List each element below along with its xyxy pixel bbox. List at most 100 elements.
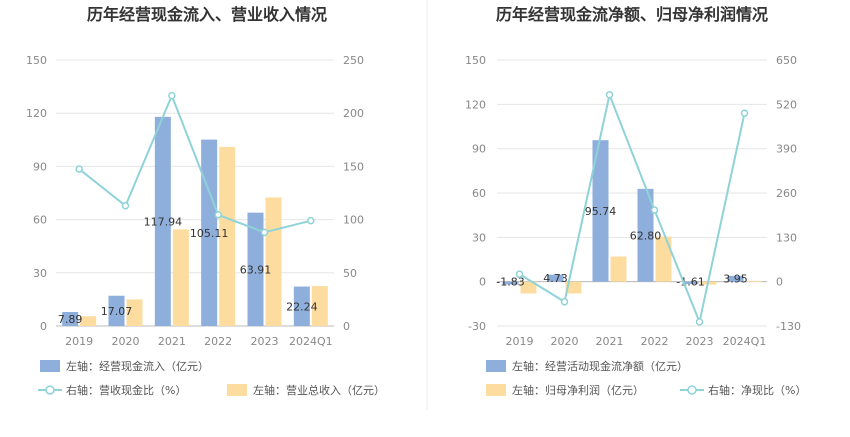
- bar-1-2024Q1: [293, 286, 310, 326]
- y-left-tick-label: 90: [472, 143, 486, 156]
- bar-1-2022: [637, 188, 654, 282]
- bar-2-2021: [610, 256, 627, 282]
- bar-2-2019: [80, 316, 97, 326]
- y-right-tick-label: 390: [776, 143, 797, 156]
- data-label: 7.89: [58, 313, 83, 326]
- bar-2-2019: [520, 281, 537, 294]
- bar-2-2022: [655, 236, 672, 282]
- y-right-tick-label: 200: [343, 107, 364, 120]
- line-point-2021: [605, 91, 614, 99]
- y-right-tick-label: -130: [776, 320, 801, 333]
- bar-1-2022: [201, 139, 218, 326]
- y-right-tick-label: 0: [343, 320, 350, 333]
- bar-1-2019: [62, 312, 79, 326]
- x-tick-label: 2020: [112, 335, 140, 348]
- y-left-tick-label: 120: [26, 107, 47, 120]
- line-point-2019: [515, 270, 524, 278]
- line-point-2024Q1: [740, 109, 749, 117]
- x-tick-label: 2020: [551, 335, 579, 348]
- y-right-tick-label: 260: [776, 187, 797, 200]
- line-point-2019: [75, 165, 83, 173]
- y-right-tick-label: 250: [343, 54, 364, 67]
- legend-marker: [687, 385, 697, 395]
- y-right-tick-label: 100: [343, 214, 364, 227]
- data-label: 117.94: [144, 215, 183, 228]
- data-label: 105.11: [190, 227, 229, 240]
- x-tick-label: 2019: [506, 335, 534, 348]
- y-left-tick-label: 30: [472, 231, 486, 244]
- y-left-tick-label: 150: [26, 54, 47, 67]
- line-point-2022: [650, 206, 659, 214]
- y-left-tick-label: 150: [465, 54, 486, 67]
- data-label: 17.07: [101, 305, 133, 318]
- chart-2: 历年经营现金流净额、归母净利润情况 -30 0 30 60 90 120 150 -130 0 13…: [465, 5, 806, 397]
- legend-swatch: [486, 384, 506, 396]
- line-point-2021: [168, 91, 176, 100]
- bar-1-2023: [247, 212, 264, 326]
- x-tick-label: 2023: [251, 335, 279, 348]
- data-label: -1.61: [676, 276, 704, 289]
- y-right-tick-label: 520: [776, 98, 797, 111]
- x-tick-label: 2024Q1: [289, 335, 333, 348]
- legend-marker: [45, 385, 55, 395]
- line-point-2024Q1: [307, 216, 315, 225]
- x-tick-label: 2019: [65, 335, 93, 348]
- line-point-2020: [121, 202, 130, 210]
- legend-label: 右轴：营收现金比（%）: [66, 383, 186, 397]
- legend-label: 左轴：营业总收入（亿元）: [253, 383, 385, 397]
- chart-title: 历年经营现金流净额、归母净利润情况: [496, 5, 768, 24]
- bar-2-2023: [265, 197, 282, 326]
- y-left-tick-label: 120: [465, 98, 486, 111]
- legend-swatch: [486, 360, 506, 372]
- x-tick-label: 2024Q1: [723, 335, 767, 348]
- data-label: 62.80: [630, 229, 662, 242]
- y-left-tick-label: -30: [468, 320, 486, 333]
- bar-1-2021: [592, 140, 609, 282]
- bar-1-2023: [682, 281, 699, 285]
- bar-1-2020: [108, 295, 125, 326]
- legend-swatch: [227, 384, 247, 396]
- series-line: [518, 91, 746, 326]
- bar-1-2019: [502, 281, 519, 285]
- legend-label: 右轴：净现比（%）: [708, 383, 806, 397]
- line-point-2023: [260, 228, 269, 237]
- y-right-tick-label: 50: [343, 267, 357, 280]
- line-point-2022: [214, 211, 222, 219]
- y-left-tick-label: 60: [33, 214, 47, 227]
- bar-2-2021: [172, 229, 189, 326]
- legend-label: 左轴：归母净利润（亿元）: [512, 383, 644, 397]
- x-tick-label: 2022: [641, 335, 669, 348]
- legend-swatch: [40, 360, 60, 372]
- y-right-tick-label: 0: [776, 276, 783, 289]
- data-label: 95.74: [585, 205, 617, 218]
- bar-1-2020: [547, 274, 564, 282]
- y-left-tick-label: 30: [33, 267, 47, 280]
- y-left-tick-label: 0: [40, 320, 47, 333]
- legend-label: 左轴：经营现金流入（亿元）: [66, 359, 209, 373]
- bar-2-2020: [126, 299, 143, 326]
- x-tick-label: 2022: [204, 335, 232, 348]
- data-label: 22.24: [286, 300, 318, 313]
- chart-1: 历年经营现金流入、营业收入情况 0 30 60 90 120 150 0 50 100 150 200…: [26, 5, 385, 397]
- chart-title: 历年经营现金流入、营业收入情况: [87, 5, 327, 24]
- bar-2-2024Q1: [745, 280, 762, 282]
- data-label: 4.73: [543, 272, 568, 285]
- series-line: [78, 92, 312, 234]
- x-tick-label: 2021: [158, 335, 186, 348]
- y-left-tick-label: 0: [479, 276, 486, 289]
- bar-2-2024Q1: [311, 286, 328, 326]
- data-label: -1.83: [496, 276, 524, 289]
- y-right-tick-label: 650: [776, 54, 797, 67]
- legend-label: 左轴：经营活动现金流净额（亿元）: [512, 359, 688, 373]
- data-label: 63.91: [240, 263, 272, 276]
- bar-1-2021: [154, 116, 171, 327]
- bar-2-2020: [565, 281, 582, 294]
- x-tick-label: 2023: [686, 335, 714, 348]
- bar-2-2022: [219, 146, 236, 326]
- bar-1-2024Q1: [727, 275, 744, 282]
- x-tick-label: 2021: [596, 335, 624, 348]
- y-left-tick-label: 90: [33, 160, 47, 173]
- y-right-tick-label: 150: [343, 160, 364, 173]
